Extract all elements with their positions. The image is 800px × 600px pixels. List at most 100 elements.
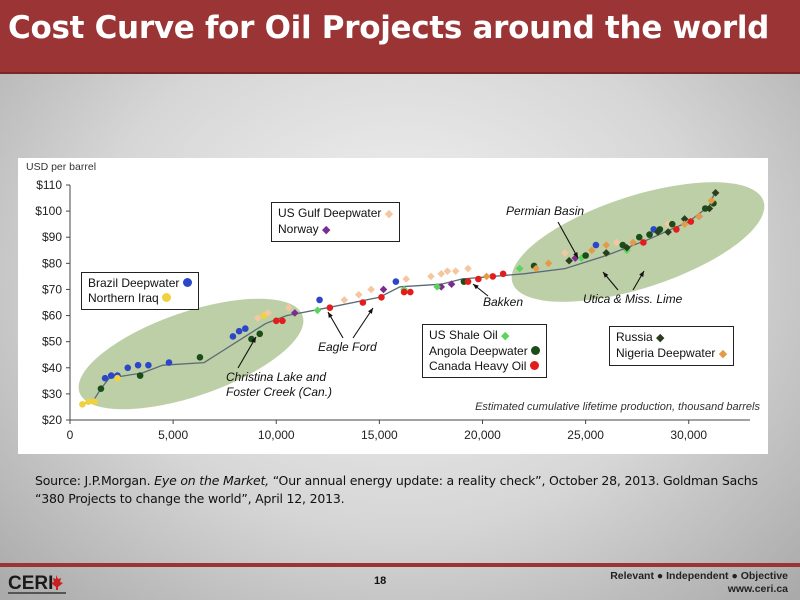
point-us-gulf-deepwater [437, 269, 446, 278]
point-nigeria-deepwater [629, 238, 637, 247]
legend-box-gulf: US Gulf Deepwater ◆ Norway ◆ [271, 202, 401, 242]
annotation-arrowhead [603, 272, 609, 278]
point-nigeria-deepwater [680, 220, 689, 228]
point-norway [571, 254, 580, 262]
point-nigeria-deepwater [588, 246, 596, 255]
point-angola-deepwater [668, 220, 676, 228]
point-northern-iraq [79, 401, 86, 408]
point-brazil-deepwater [316, 296, 323, 304]
logo-text: CERI [8, 573, 53, 594]
point-canada-heavy-oil [640, 239, 647, 246]
point-us-gulf-deepwater [402, 275, 410, 283]
source-italic: Eye on the Market, [154, 473, 269, 488]
x-tick-label: 10,000 [258, 428, 295, 442]
point-northern-iraq [91, 398, 99, 406]
point-russia [664, 228, 672, 236]
point-us-shale-oil [577, 254, 586, 262]
point-us-gulf-deepwater [340, 296, 349, 304]
annotation-label: Christina Lake and [226, 370, 326, 384]
point-angola-deepwater [646, 231, 653, 238]
point-canada-heavy-oil [359, 299, 367, 306]
point-russia [623, 243, 631, 252]
y-tick-label: $60 [42, 309, 62, 323]
legend-label: Russia [616, 330, 653, 344]
annotation-label: Foster Creek (Can.) [226, 385, 332, 399]
x-tick-label: 15,000 [361, 428, 398, 442]
scatter-points [79, 189, 720, 408]
point-us-gulf-deepwater [451, 267, 460, 275]
x-tick-label: 25,000 [567, 428, 604, 442]
legend-label: US Gulf Deepwater [278, 206, 382, 220]
maple-leaf-icon [51, 575, 63, 590]
y-tick-label: $90 [42, 230, 62, 244]
page-number: 18 [374, 575, 387, 587]
point-angola-deepwater [635, 233, 643, 241]
y-tick-label: $80 [42, 256, 62, 270]
point-us-shale-oil [433, 283, 441, 291]
legend-box-brazil: Brazil Deepwater Northern Iraq [81, 272, 199, 310]
axes: USD per barrel $20 $30 $40 $50 $60 $70 $80 $90 $1… [26, 161, 760, 442]
point-canada-heavy-oil [400, 288, 408, 296]
point-norway [437, 283, 446, 291]
tagline-text: Relevant ● Independent ● Objective [610, 570, 788, 582]
legend-marker [182, 278, 192, 287]
legend-marker [162, 293, 172, 302]
source-citation: Source: J.P.Morgan. Eye on the Market, “… [35, 472, 775, 508]
point-norway [379, 285, 388, 294]
point-us-gulf-deepwater [561, 249, 569, 257]
y-tick-label: $40 [42, 361, 62, 375]
legend-marker: ◆ [718, 348, 728, 360]
legend-label: Angola Deepwater [429, 344, 528, 358]
point-brazil-deepwater [235, 327, 243, 335]
point-brazil-deepwater [592, 241, 600, 249]
point-norway [291, 309, 299, 317]
chart-panel: USD per barrel $20 $30 $40 $50 $60 $70 $80 $90 $1… [18, 158, 768, 454]
legend-marker: ◆ [384, 208, 394, 220]
point-brazil-deepwater [165, 359, 173, 366]
annotation-arrowhead [639, 271, 644, 277]
annotation-arrowhead [328, 312, 333, 318]
point-nigeria-deepwater [707, 196, 716, 205]
point-nigeria-deepwater [695, 212, 703, 221]
legend-marker: ◆ [656, 332, 665, 344]
legend-marker [531, 346, 541, 355]
annotation-label: Utica & Miss. Lime [583, 292, 683, 306]
point-angola-deepwater [582, 252, 589, 259]
point-nigeria-deepwater [482, 272, 491, 281]
x-tick-label: 20,000 [464, 428, 501, 442]
point-us-gulf-deepwater [664, 220, 672, 228]
source-prefix: Source: J.P.Morgan. [35, 473, 155, 488]
point-us-gulf-deepwater [354, 290, 363, 299]
point-russia [705, 204, 714, 213]
point-canada-heavy-oil [272, 317, 280, 325]
annotation-arrow [352, 307, 374, 339]
annotation-label: Bakken [483, 295, 523, 309]
point-norway [447, 280, 456, 289]
y-tick-label: $50 [42, 335, 62, 349]
annotation-arrow [237, 336, 257, 369]
point-russia [680, 215, 689, 223]
title-bar: Cost Curve for Oil Projects around the w… [0, 0, 800, 74]
point-canada-heavy-oil [687, 218, 695, 225]
point-canada-heavy-oil [407, 288, 414, 296]
point-brazil-deepwater [101, 374, 109, 382]
point-brazil-deepwater [229, 333, 237, 340]
point-us-gulf-deepwater [612, 238, 621, 247]
point-canada-heavy-oil [279, 317, 286, 325]
point-brazil-deepwater [134, 361, 142, 369]
point-canada-heavy-oil [475, 275, 482, 283]
point-northern-iraq [114, 374, 121, 382]
point-angola-deepwater [136, 372, 144, 379]
annotation-arrowhead [367, 308, 373, 314]
x-tick-label: 5,000 [158, 428, 188, 442]
point-russia [565, 256, 573, 265]
x-tick-label: 30,000 [670, 428, 707, 442]
point-us-gulf-deepwater [464, 264, 472, 273]
annotation-label: Permian Basin [506, 204, 584, 218]
legend-box-russia: Russia ◆ Nigeria Deepwater ◆ [609, 326, 735, 366]
point-us-gulf-deepwater [427, 272, 435, 281]
legend-marker: ◆ [322, 224, 331, 236]
point-russia [711, 189, 720, 197]
point-brazil-deepwater [107, 372, 115, 379]
point-nigeria-deepwater [532, 264, 540, 273]
